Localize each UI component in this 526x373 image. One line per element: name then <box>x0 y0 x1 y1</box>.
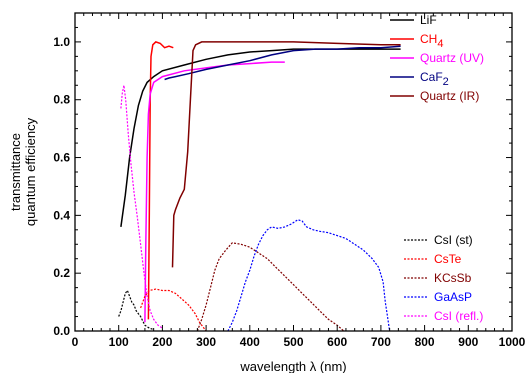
y-tick-label: 0.4 <box>53 208 70 222</box>
x-tick-label: 400 <box>240 335 260 349</box>
legend-label: CaF2 <box>420 70 449 88</box>
series-layer <box>118 41 401 332</box>
x-tick-label: 500 <box>283 335 303 349</box>
series-line-1 <box>147 41 174 320</box>
legend-label: Quartz (IR) <box>420 89 479 103</box>
legend-label: CsI (refl.) <box>434 309 483 323</box>
x-tick-label: 100 <box>109 335 129 349</box>
legend-label: GaAsP <box>434 290 472 304</box>
x-tick-label: 800 <box>415 335 435 349</box>
x-tick-label: 0 <box>72 335 79 349</box>
series-line-2 <box>144 61 285 323</box>
legend-label: Quartz (UV) <box>420 51 484 65</box>
y-tick-label: 0.0 <box>53 324 70 338</box>
x-tick-label: 300 <box>196 335 216 349</box>
series-line-7 <box>196 242 345 332</box>
series-line-6 <box>140 288 207 332</box>
y-tick-label: 0.6 <box>53 151 70 165</box>
series-line-0 <box>120 48 401 228</box>
series-line-8 <box>227 219 391 332</box>
axis-ticks <box>74 12 513 332</box>
y-axis-title-line2: quantum efficiency <box>23 117 38 226</box>
x-axis-title: wavelength λ (nm) <box>239 359 346 373</box>
legend-label: KCsSb <box>434 271 472 285</box>
x-tick-label: 1000 <box>499 335 526 349</box>
x-tick-labels: 0 100 200 300 400 500 600 700 800 900 1000 <box>72 335 526 349</box>
y-tick-label: 0.8 <box>53 93 70 107</box>
legend-bottom: CsI (st) CsTe KCsSb GaAsP CsI (refl.) <box>404 233 483 323</box>
series-line-9 <box>120 85 163 329</box>
x-tick-label: 200 <box>152 335 172 349</box>
y-axis-title-line1: transmittance <box>8 133 23 211</box>
series-line-4 <box>171 41 401 268</box>
x-tick-label: 700 <box>371 335 391 349</box>
legend-label: CsTe <box>434 252 462 266</box>
series-line-3 <box>164 45 401 81</box>
y-tick-label: 0.2 <box>53 266 70 280</box>
legend-label: LiF <box>420 13 437 27</box>
legend-label: CsI (st) <box>434 233 473 247</box>
y-tick-label: 1.0 <box>53 35 70 49</box>
legend-label: CH4 <box>420 32 443 50</box>
y-tick-labels: 0.0 0.2 0.4 0.6 0.8 1.0 <box>53 35 70 338</box>
x-tick-label: 900 <box>458 335 478 349</box>
x-tick-label: 600 <box>327 335 347 349</box>
series-line-5 <box>118 289 154 331</box>
